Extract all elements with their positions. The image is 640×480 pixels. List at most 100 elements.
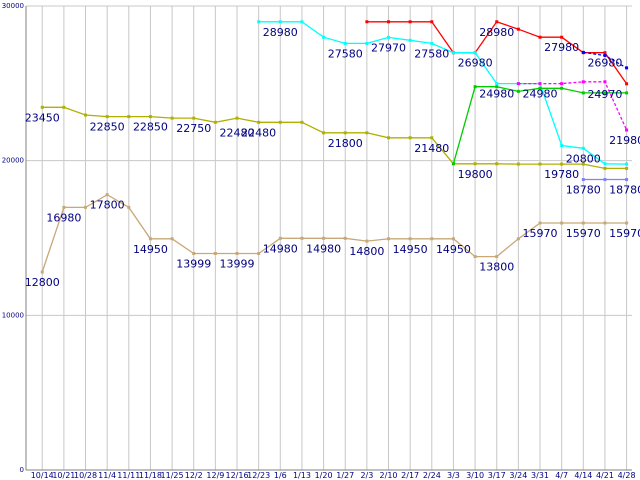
data-point <box>581 50 585 54</box>
data-label: 13800 <box>479 261 514 274</box>
data-label: 22750 <box>176 122 211 135</box>
data-point <box>235 251 239 255</box>
data-point <box>603 162 607 166</box>
data-point <box>581 178 585 182</box>
data-point <box>40 270 44 274</box>
series-line <box>41 193 627 273</box>
data-point <box>560 82 564 86</box>
x-tick-label: 11/25 <box>161 471 184 480</box>
data-point <box>625 166 629 170</box>
x-tick-label: 12/23 <box>247 471 270 480</box>
data-point <box>127 115 131 119</box>
data-label: 14800 <box>349 245 384 258</box>
data-point <box>625 178 629 182</box>
data-point <box>408 237 412 241</box>
data-point <box>387 20 391 24</box>
data-label: 14980 <box>306 242 341 255</box>
data-point <box>451 51 455 55</box>
data-point <box>560 162 564 166</box>
data-point <box>322 236 326 240</box>
x-tick-label: 2/3 <box>360 471 373 480</box>
y-tick-label: 10000 <box>2 311 24 319</box>
data-point <box>581 221 585 225</box>
x-tick-label: 3/3 <box>447 471 460 480</box>
data-label: 24980 <box>523 88 558 101</box>
data-label: 21800 <box>328 137 363 150</box>
data-point <box>213 120 217 124</box>
data-point <box>343 131 347 135</box>
data-point <box>625 162 629 166</box>
data-label: 22850 <box>133 121 168 134</box>
data-point <box>148 237 152 241</box>
data-label: 14950 <box>393 243 428 256</box>
x-tick-label: 1/27 <box>336 471 354 480</box>
data-label: 22480 <box>220 126 255 139</box>
data-label: 23450 <box>25 111 60 124</box>
data-point <box>430 41 434 45</box>
data-point <box>430 237 434 241</box>
data-point <box>473 162 477 166</box>
data-label: 22480 <box>241 126 276 139</box>
data-label: 18780 <box>609 184 640 197</box>
data-point <box>495 162 499 166</box>
x-tick-label: 3/24 <box>509 471 527 480</box>
data-point <box>581 80 585 84</box>
x-tick-label: 1/6 <box>274 471 287 480</box>
data-point <box>560 221 564 225</box>
data-point <box>516 82 520 86</box>
data-point <box>495 82 499 86</box>
x-tick-label: 2/17 <box>401 471 419 480</box>
data-point <box>365 20 369 24</box>
x-tick-label: 12/9 <box>206 471 224 480</box>
data-point <box>538 221 542 225</box>
data-label: 28980 <box>263 26 298 39</box>
data-point <box>625 91 629 95</box>
data-point <box>170 116 174 120</box>
data-point <box>408 136 412 140</box>
data-point <box>516 27 520 31</box>
data-point <box>603 178 607 182</box>
data-point <box>365 41 369 45</box>
data-point <box>257 251 261 255</box>
data-label: 26980 <box>458 57 493 70</box>
x-tick-label: 3/17 <box>488 471 506 480</box>
data-point <box>105 115 109 119</box>
data-point <box>84 113 88 117</box>
data-label: 24970 <box>587 88 622 101</box>
data-point <box>430 20 434 24</box>
x-tick-label: 10/21 <box>52 471 75 480</box>
x-tick-label: 1/20 <box>315 471 333 480</box>
x-tick-label: 3/10 <box>466 471 484 480</box>
data-label: 15970 <box>609 227 640 240</box>
data-point <box>40 105 44 109</box>
data-label: 26980 <box>587 57 622 70</box>
data-label: 16980 <box>46 211 81 224</box>
series-line <box>518 81 628 131</box>
data-label: 12800 <box>25 276 60 289</box>
series-line <box>42 106 627 170</box>
data-point <box>495 85 499 89</box>
data-label: 27980 <box>544 41 579 54</box>
data-point <box>603 91 607 95</box>
data-point <box>235 116 239 120</box>
data-point <box>516 237 520 241</box>
series-group <box>40 20 629 274</box>
x-tick-label: 2/24 <box>423 471 441 480</box>
data-label: 18780 <box>566 184 601 197</box>
data-point <box>560 35 564 39</box>
data-point <box>581 146 585 150</box>
data-label: 27580 <box>328 47 363 60</box>
data-point <box>625 221 629 225</box>
data-point <box>365 131 369 135</box>
data-label: 28980 <box>479 26 514 39</box>
data-point <box>365 239 369 243</box>
data-label: 22850 <box>90 121 125 134</box>
data-point <box>62 205 66 209</box>
x-tick-label: 2/10 <box>380 471 398 480</box>
data-point <box>625 66 629 70</box>
data-point <box>603 53 607 57</box>
data-label: 21980 <box>609 134 640 147</box>
data-label: 15970 <box>566 227 601 240</box>
